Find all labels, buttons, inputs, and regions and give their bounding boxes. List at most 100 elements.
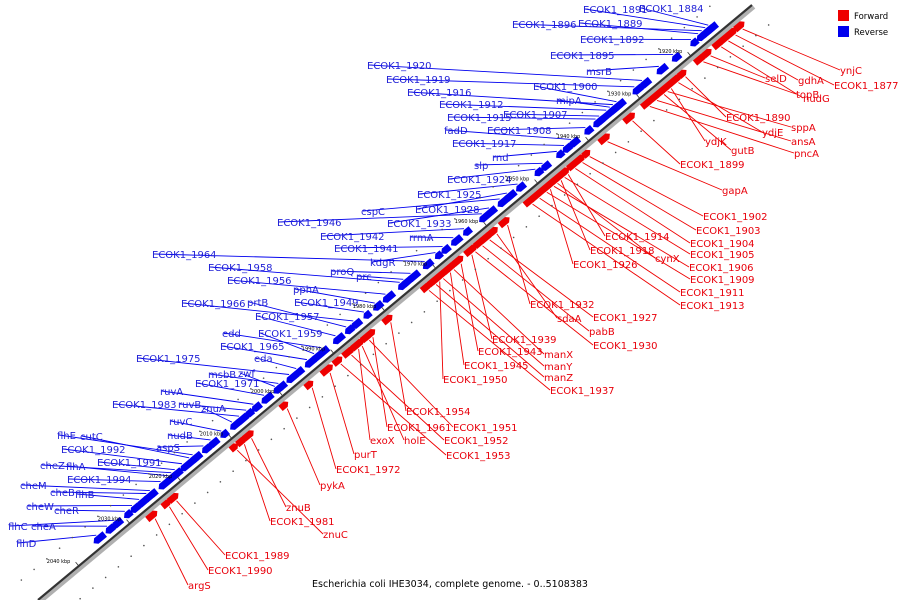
gene-label[interactable]: ECOK1_1913 [680,301,745,312]
forward-gene-feature[interactable] [597,133,610,146]
gene-label[interactable]: ECOK1_1952 [444,436,509,447]
reverse-gene-feature[interactable] [344,324,356,335]
reverse-gene-feature[interactable] [273,383,285,394]
reverse-gene-feature[interactable] [295,366,306,376]
reverse-gene-feature[interactable] [93,531,107,544]
reverse-gene-feature[interactable] [202,443,213,454]
gene-label[interactable]: ECOK1_1891 [583,5,648,16]
reverse-gene-feature[interactable] [220,428,231,438]
gene-label[interactable]: argS [188,581,211,592]
gene-label[interactable]: pncA [794,149,819,160]
reverse-gene-feature[interactable] [516,181,528,192]
gene-label[interactable]: pykA [320,481,345,492]
reverse-gene-feature[interactable] [632,83,645,95]
gene-label[interactable]: prtB [247,298,268,309]
gene-label[interactable]: ECOK1_1951 [453,423,518,434]
gene-label[interactable]: ruvA [160,387,183,398]
reverse-gene-feature[interactable] [186,454,200,467]
reverse-gene-feature[interactable] [556,149,566,159]
gene-label[interactable]: ECOK1_1972 [336,465,401,476]
reverse-gene-feature[interactable] [124,509,134,519]
gene-label[interactable]: ECOK1_1950 [443,375,508,386]
gene-label[interactable]: slp [474,161,488,172]
gene-label[interactable]: ECOK1_1971 [195,379,260,390]
gene-label[interactable]: ydjE [762,128,783,139]
forward-gene-feature[interactable] [340,346,354,359]
gene-label[interactable]: ECOK1_1925 [417,190,482,201]
forward-gene-feature[interactable] [319,364,333,377]
gene-label[interactable]: proQ [330,267,354,278]
gene-label[interactable]: ECOK1_1989 [225,551,290,562]
gene-label[interactable]: ECOK1_1917 [452,139,517,150]
gene-label[interactable]: ECOK1_1902 [703,212,768,223]
gene-label[interactable]: pphA [293,285,319,296]
gene-label[interactable]: rnd [492,153,509,164]
gene-label[interactable]: ECOK1_1927 [593,313,658,324]
gene-label[interactable]: holE [404,436,426,447]
reverse-gene-feature[interactable] [363,309,373,319]
gene-label[interactable]: ECOK1_1964 [152,250,217,261]
reverse-gene-feature[interactable] [569,136,582,148]
gene-label[interactable]: ECOK1_1958 [208,263,273,274]
gene-label[interactable]: ECOK1_1975 [136,354,201,365]
gene-label[interactable]: znuB [286,503,311,514]
gene-label[interactable]: flhA [66,462,86,473]
forward-gene-feature[interactable] [581,149,591,159]
gene-label[interactable]: ECOK1_1933 [387,219,452,230]
gene-label[interactable]: ruvC [169,417,192,428]
gene-label[interactable]: ECOK1_1956 [227,276,292,287]
gene-label[interactable]: ECOK1_1909 [690,275,755,286]
gene-label[interactable]: cheR [54,506,79,517]
gene-label[interactable]: ECOK1_1905 [690,250,755,261]
gene-label[interactable]: zwf [238,369,255,380]
gene-label[interactable]: ECOK1_1939 [492,335,557,346]
gene-label[interactable]: ECOK1_1890 [726,113,791,124]
gene-label[interactable]: ECOK1_1899 [680,160,745,171]
gene-label[interactable]: exoX [370,436,395,447]
gene-label[interactable]: ECOK1_1942 [320,232,385,243]
reverse-gene-feature[interactable] [671,51,683,62]
reverse-gene-feature[interactable] [487,205,499,216]
reverse-gene-feature[interactable] [304,356,317,368]
gene-label[interactable]: ECOK1_1966 [181,299,246,310]
gene-label[interactable]: flhC [8,522,28,533]
gene-label[interactable]: ruvB [178,400,201,411]
gene-label[interactable]: ECOK1_1990 [208,566,273,577]
gene-label[interactable]: gapA [722,186,748,197]
gene-label[interactable]: ECOK1_1961 [387,423,452,434]
gene-label[interactable]: manX [544,350,573,361]
gene-label[interactable]: sppA [791,123,816,134]
reverse-gene-feature[interactable] [130,502,142,514]
gene-label[interactable]: znuA [201,404,226,415]
forward-gene-feature[interactable] [622,112,635,125]
forward-gene-feature[interactable] [419,282,431,294]
reverse-gene-feature[interactable] [398,279,410,291]
gene-label[interactable]: ECOK1_1911 [680,288,745,299]
forward-gene-feature[interactable] [522,196,535,208]
reverse-gene-feature[interactable] [656,62,670,75]
gene-label[interactable]: ECOK1_1954 [406,407,471,418]
reverse-gene-feature[interactable] [696,30,708,42]
reverse-gene-feature[interactable] [286,370,300,384]
gene-label[interactable]: ECOK1_1941 [334,244,399,255]
gene-label[interactable]: ECOK1_1892 [580,35,645,46]
gene-label[interactable]: purT [354,450,378,461]
gene-label[interactable]: manZ [544,373,573,384]
gene-label[interactable]: rrmA [409,233,434,244]
gene-label[interactable]: ECOK1_1949 [294,298,359,309]
gene-label[interactable]: ynjC [840,66,862,77]
reverse-gene-feature[interactable] [245,407,256,418]
forward-gene-feature[interactable] [331,356,343,367]
gene-label[interactable]: ECOK1_1895 [550,51,615,62]
reverse-gene-feature[interactable] [332,332,346,345]
gene-label[interactable]: ECOK1_1907 [503,110,568,121]
gene-label[interactable]: pabB [589,327,615,338]
reverse-gene-feature[interactable] [105,523,117,534]
gene-label[interactable]: msbB [208,370,236,381]
gene-label[interactable]: ECOK1_1926 [573,260,638,271]
reverse-gene-feature[interactable] [137,496,150,508]
gene-label[interactable]: znuC [323,530,348,541]
gene-label[interactable]: cynX [655,254,680,265]
gene-label[interactable]: nudB [167,431,193,442]
gene-label[interactable]: kdgR [370,258,395,269]
